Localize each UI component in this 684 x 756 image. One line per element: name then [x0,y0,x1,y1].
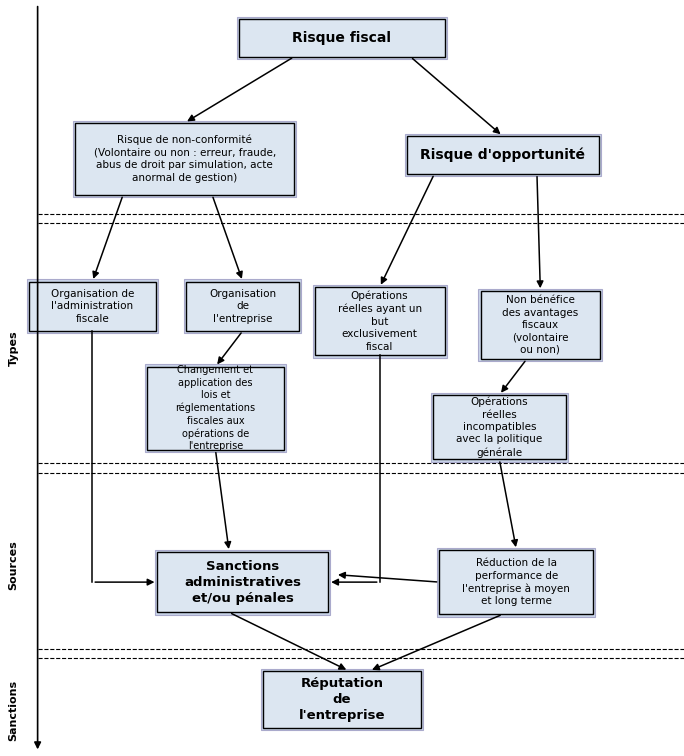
Text: Risque fiscal: Risque fiscal [293,31,391,45]
FancyBboxPatch shape [439,550,593,614]
Text: Réputation
de
l'entreprise: Réputation de l'entreprise [299,677,385,722]
Text: Sanctions
administratives
et/ou pénales: Sanctions administratives et/ou pénales [184,559,302,605]
Text: Risque de non-conformité
(Volontaire ou non : erreur, fraude,
abus de droit par : Risque de non-conformité (Volontaire ou … [94,135,276,183]
FancyBboxPatch shape [313,285,447,358]
Text: Risque d'opportunité: Risque d'opportunité [420,147,586,163]
Text: Opérations
réelles ayant un
but
exclusivement
fiscal: Opérations réelles ayant un but exclusiv… [338,291,421,352]
FancyBboxPatch shape [432,395,566,459]
FancyBboxPatch shape [184,279,301,333]
FancyBboxPatch shape [237,17,447,59]
FancyBboxPatch shape [147,367,284,450]
FancyBboxPatch shape [261,669,423,730]
FancyBboxPatch shape [480,291,600,359]
FancyBboxPatch shape [431,393,568,461]
Text: Organisation de
l'administration
fiscale: Organisation de l'administration fiscale [51,289,134,324]
FancyBboxPatch shape [145,364,286,452]
FancyBboxPatch shape [29,282,156,331]
FancyBboxPatch shape [263,671,421,727]
FancyBboxPatch shape [407,136,598,174]
FancyBboxPatch shape [186,282,300,331]
FancyBboxPatch shape [155,550,330,615]
Text: Opérations
réelles
incompatibles
avec la politique
générale: Opérations réelles incompatibles avec la… [456,397,542,457]
Text: Réduction de la
performance de
l'entreprise à moyen
et long terme: Réduction de la performance de l'entrepr… [462,558,570,606]
FancyBboxPatch shape [75,123,294,194]
FancyBboxPatch shape [479,289,603,361]
FancyBboxPatch shape [437,547,595,617]
FancyBboxPatch shape [73,121,296,197]
FancyBboxPatch shape [27,279,157,333]
FancyBboxPatch shape [405,134,601,176]
FancyBboxPatch shape [315,287,445,355]
Text: Changement et
application des
lois et
réglementations
fiscales aux
opérations de: Changement et application des lois et ré… [175,365,256,451]
FancyBboxPatch shape [157,552,328,612]
Text: Non bénéfice
des avantages
fiscaux
(volontaire
ou non): Non bénéfice des avantages fiscaux (volo… [502,296,579,355]
Text: Types: Types [9,330,18,366]
Text: Sanctions: Sanctions [9,680,18,741]
FancyBboxPatch shape [239,19,445,57]
Text: Organisation
de
l'entreprise: Organisation de l'entreprise [209,289,276,324]
Text: Sources: Sources [9,541,18,590]
